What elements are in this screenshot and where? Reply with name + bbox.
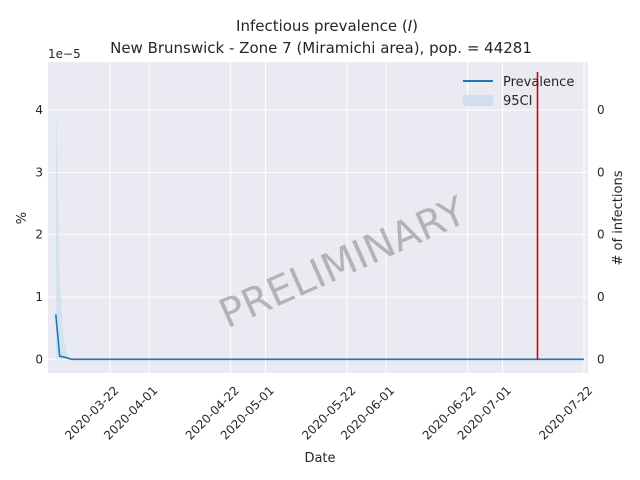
chart-title-line1: Infectious prevalence (I) [236,17,418,35]
y-tick-label: 1 [35,290,43,304]
y-right-tick-labels: 0 0 0 0 0 [597,103,605,366]
y-right-tick-label: 0 [597,228,605,242]
y-right-tick-label: 0 [597,352,605,366]
y-tick-label: 4 [35,103,43,117]
series-line-prevalence [55,314,585,361]
y-offset-text: 1e−5 [48,47,81,61]
y-tick-label: 3 [35,165,43,179]
y-tick-labels: 0 1 2 3 4 [35,103,43,366]
legend: Prevalence 95CI [463,75,574,109]
y-right-axis-label: # of infections [611,170,626,265]
series-layer [55,314,585,361]
y-axis-label: % [15,212,30,224]
y-right-tick-label: 0 [597,103,605,117]
x-axis-label: Date [304,451,335,466]
y-tick-label: 2 [35,228,43,242]
legend-prevalence-label: Prevalence [503,75,574,90]
legend-ci-swatch [463,95,493,106]
legend-ci-label: 95CI [503,94,532,109]
plot-area [48,62,588,373]
y-tick-label: 0 [35,352,43,366]
x-tick-label: 2020-07-22 [536,383,595,442]
chart-title: Infectious prevalence (I) New Brunswick … [110,17,532,57]
y-right-tick-label: 0 [597,165,605,179]
y-right-tick-label: 0 [597,290,605,304]
chart-title-line2: New Brunswick - Zone 7 (Miramichi area),… [110,39,532,57]
